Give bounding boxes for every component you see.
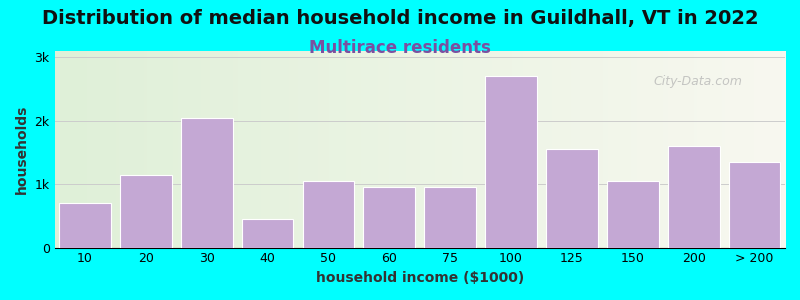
Text: City-Data.com: City-Data.com	[654, 75, 742, 88]
Bar	[120, 175, 172, 248]
Text: Distribution of median household income in Guildhall, VT in 2022: Distribution of median household income …	[42, 9, 758, 28]
Text: Multirace residents: Multirace residents	[309, 39, 491, 57]
Bar	[363, 187, 415, 247]
Bar	[729, 162, 781, 247]
Bar	[302, 181, 354, 248]
Bar	[181, 118, 233, 248]
Bar	[607, 181, 658, 248]
Bar	[424, 187, 476, 247]
Bar	[546, 149, 598, 248]
Bar	[242, 219, 294, 248]
Bar	[59, 203, 111, 248]
Bar	[486, 76, 537, 247]
Bar	[668, 146, 719, 248]
X-axis label: household income ($1000): household income ($1000)	[316, 271, 524, 285]
Y-axis label: households: households	[15, 105, 29, 194]
